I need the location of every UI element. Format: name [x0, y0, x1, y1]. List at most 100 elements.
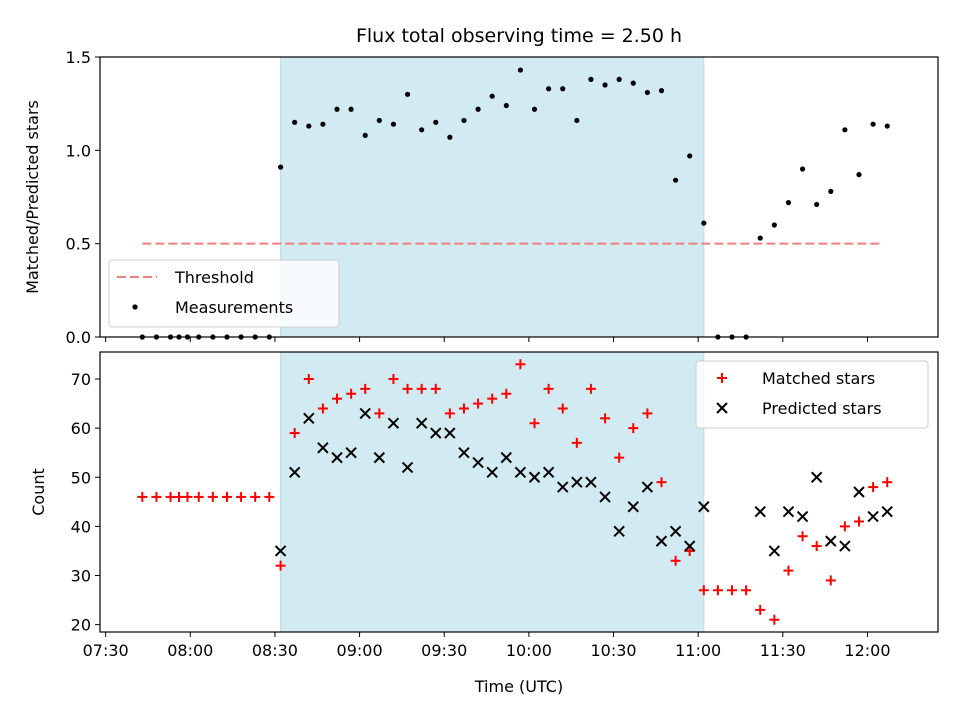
measurement-point-15	[334, 106, 340, 112]
measurement-point-17	[362, 132, 368, 138]
matched-point-16	[346, 388, 357, 399]
matched-point-48	[797, 531, 808, 542]
measurement-point-12	[292, 119, 298, 125]
top-ytick-label-3: 1.5	[66, 48, 91, 67]
matched-point-29	[529, 418, 540, 429]
matched-point-45	[755, 604, 766, 615]
bottom-ytick-label-0: 20	[71, 616, 91, 635]
predicted-point-14	[472, 456, 484, 469]
matched-point-9	[250, 491, 261, 502]
matched-point-12	[289, 428, 300, 439]
matched-point-22	[430, 383, 441, 394]
matched-point-47	[783, 565, 794, 576]
matched-point-21	[416, 383, 427, 394]
matched-point-4	[182, 491, 193, 502]
observing-window-span	[280, 56, 705, 338]
top-legend: Threshold Measurements	[108, 259, 340, 328]
predicted-point-10	[415, 417, 428, 429]
bottom-y-ticks: 20 30 40 50 60 70	[71, 370, 100, 635]
measurement-point-51	[842, 127, 848, 133]
matched-point-14	[317, 403, 328, 414]
bottom-ytick-label-5: 70	[71, 370, 91, 389]
matched-point-26	[487, 393, 498, 404]
measurement-point-48	[799, 166, 806, 172]
predicted-point-11	[430, 427, 442, 439]
measurement-point-21	[419, 127, 425, 133]
predicted-point-27	[655, 535, 668, 547]
predicted-point-15	[486, 466, 498, 479]
predicted-point-26	[641, 481, 654, 493]
matched-point-15	[332, 393, 343, 404]
bottom-legend-marker-0	[717, 373, 727, 383]
predicted-point-0	[274, 545, 287, 557]
predicted-point-3	[317, 442, 329, 454]
bottom-x-ticks: 07:30 08:00 08:30 09:00 09:30 10:00 10:30 11:00…	[83, 632, 891, 660]
measurement-point-46	[771, 222, 777, 228]
matched-point-41	[698, 585, 709, 596]
predicted-point-28	[669, 525, 682, 538]
matched-point-51	[839, 521, 850, 532]
top-legend-label-0: Threshold	[174, 268, 254, 287]
predicted-point-19	[542, 466, 555, 479]
bottom-legend: Matched stars Predicted stars	[695, 360, 929, 429]
matched-point-43	[727, 585, 738, 596]
measurement-point-29	[531, 106, 538, 112]
matched-point-20	[402, 383, 413, 394]
measurement-point-13	[306, 123, 312, 129]
matched-point-44	[741, 585, 752, 596]
matched-point-32	[571, 437, 582, 448]
matched-point-35	[614, 452, 625, 463]
matched-point-13	[303, 374, 314, 385]
top-legend-marker-1	[132, 304, 138, 310]
measurement-point-30	[546, 86, 552, 92]
measurement-point-23	[447, 134, 453, 140]
matched-point-18	[374, 408, 385, 419]
measurement-point-41	[701, 220, 707, 226]
matched-point-11	[275, 560, 286, 571]
matched-point-2	[165, 491, 176, 502]
matched-stars-points	[137, 359, 893, 625]
matched-point-53	[868, 482, 879, 493]
predicted-point-21	[571, 476, 583, 488]
ratio-panel: 0.0 0.5 1.0 1.5 Flux total observing time =…	[23, 25, 939, 347]
measurement-point-33	[588, 76, 594, 82]
measurement-point-14	[320, 121, 326, 127]
matched-point-1	[151, 491, 162, 502]
measurement-point-22	[433, 119, 439, 125]
predicted-stars-points	[274, 407, 893, 557]
predicted-point-18	[528, 471, 541, 483]
predicted-point-17	[514, 466, 527, 479]
bottom-legend-label-0: Matched stars	[762, 369, 875, 388]
bottom-xtick-label-5: 10:00	[506, 641, 552, 660]
predicted-point-16	[500, 451, 513, 464]
top-axes-frame	[99, 56, 939, 338]
bottom-axes-frame	[99, 351, 939, 633]
bottom-ytick-label-4: 60	[71, 419, 91, 438]
bottom-ytick-label-3: 50	[71, 468, 91, 487]
matched-point-49	[811, 541, 822, 552]
measurement-point-38	[658, 88, 665, 94]
chart-title: Flux total observing time = 2.50 h	[356, 25, 682, 47]
measurement-point-36	[630, 80, 636, 86]
measurement-point-32	[574, 117, 580, 124]
bottom-xtick-label-0: 07:30	[83, 641, 129, 660]
matched-point-8	[236, 491, 247, 502]
matched-point-27	[501, 388, 512, 399]
measurement-point-53	[870, 121, 876, 127]
measurement-point-40	[687, 153, 693, 159]
predicted-point-6	[359, 407, 371, 420]
matched-point-38	[656, 477, 667, 488]
matched-point-10	[264, 491, 275, 502]
matched-point-30	[543, 383, 554, 394]
measurement-point-54	[884, 123, 890, 129]
predicted-point-30	[698, 501, 710, 513]
top-ytick-label-2: 1.0	[66, 141, 91, 160]
predicted-point-40	[881, 505, 893, 518]
top-ytick-label-1: 0.5	[66, 235, 91, 254]
top-y-axis-label: Matched/Predicted stars	[23, 100, 42, 294]
predicted-point-35	[810, 471, 823, 483]
measurement-point-52	[856, 172, 862, 178]
bottom-xtick-label-8: 11:30	[760, 641, 806, 660]
matched-point-19	[388, 374, 399, 385]
top-y-ticks: 0.0 0.5 1.0 1.5	[66, 48, 100, 347]
